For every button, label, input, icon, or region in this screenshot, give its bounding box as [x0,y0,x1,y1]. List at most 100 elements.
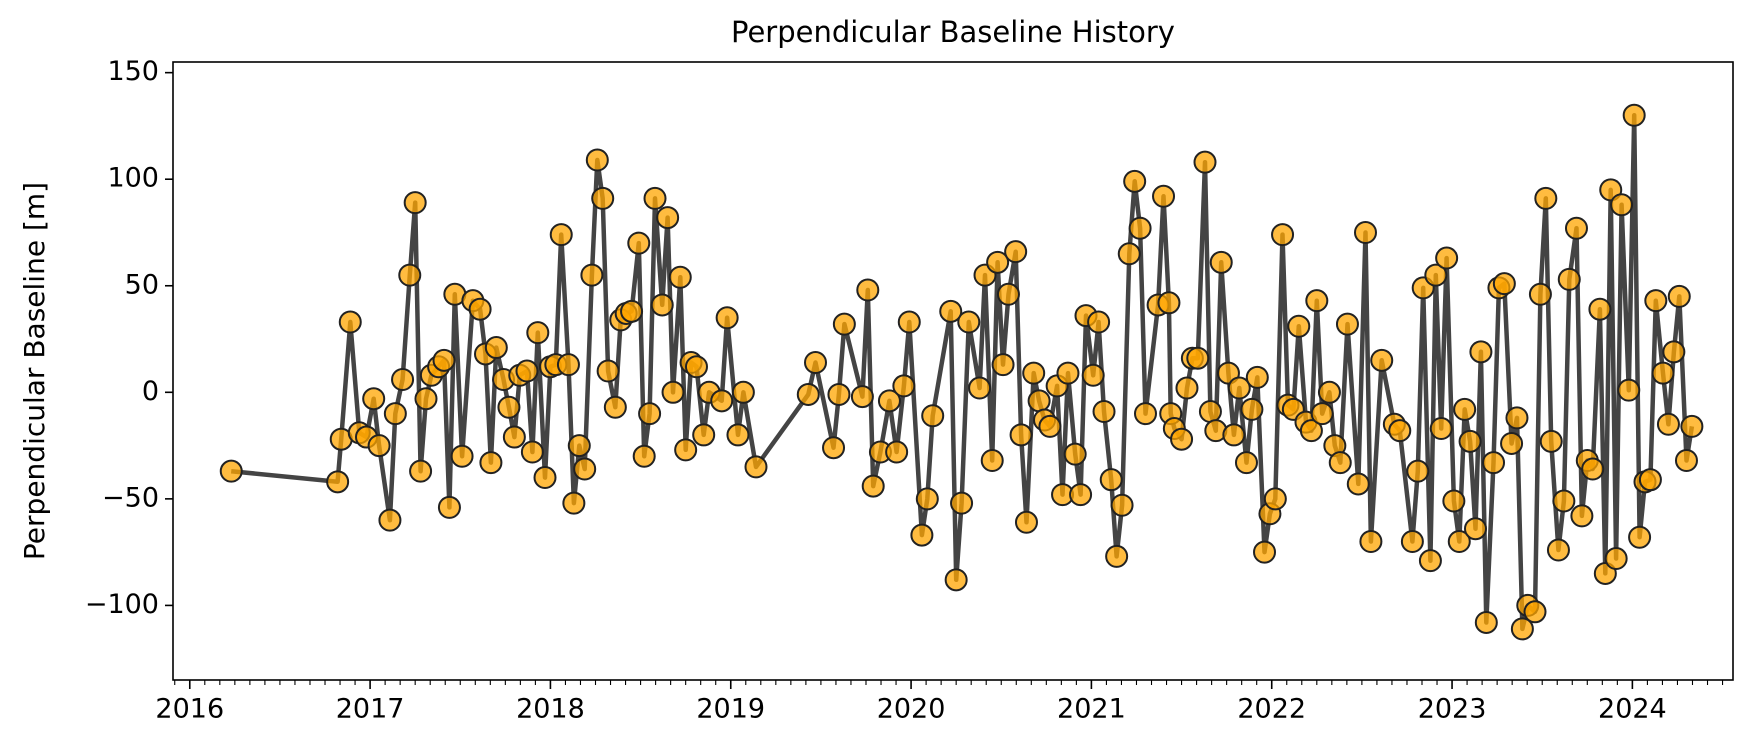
marker [1400,529,1424,553]
marker [731,380,755,404]
marker [326,470,350,494]
x-tick-label: 2024 [1598,694,1667,725]
marker [1528,282,1552,306]
x-tick-label: 2020 [877,694,946,725]
marker [684,355,708,379]
y-tick-label: 50 [125,269,159,300]
marker [832,312,856,336]
marker [804,350,828,374]
x-tick-label: 2022 [1237,694,1306,725]
marker [502,425,526,449]
chart-title: Perpendicular Baseline History [731,15,1175,49]
marker [877,389,901,413]
marker [1463,517,1487,541]
marker [1505,406,1529,430]
marker [744,455,768,479]
marker [1152,184,1176,208]
marker [1388,419,1412,443]
marker [1234,451,1258,475]
marker [1014,510,1038,534]
marker [1027,389,1051,413]
marker [219,459,243,483]
marker [1287,314,1311,338]
marker [627,231,651,255]
marker [1157,291,1181,315]
marker [562,491,586,515]
marker [432,348,456,372]
marker [1133,402,1157,426]
marker [1453,397,1477,421]
marker [1328,451,1352,475]
marker [1123,169,1147,193]
marker [338,310,362,334]
marker [1299,419,1323,443]
marker [656,206,680,230]
marker [484,336,508,360]
marker [1610,193,1634,217]
marker [1523,600,1547,624]
marker [1628,525,1652,549]
marker [650,293,674,317]
marker [1117,242,1141,266]
marker [1063,442,1087,466]
marker [1245,365,1269,389]
marker [1424,263,1448,287]
marker [1209,250,1233,274]
marker [591,186,615,210]
marker [1353,220,1377,244]
marker [1009,423,1033,447]
marker [596,359,620,383]
marker [1588,297,1612,321]
y-tick-label: 100 [107,163,159,194]
marker [1474,610,1498,634]
marker [1557,267,1581,291]
marker [661,380,685,404]
marker [1500,431,1524,455]
y-tick-label: −100 [85,589,159,620]
marker [1429,417,1453,441]
marker [414,387,438,411]
marker [1370,348,1394,372]
marker [957,310,981,334]
marker [1110,493,1134,517]
marker [668,265,692,289]
marker [515,359,539,383]
marker [1081,363,1105,387]
marker [1482,451,1506,475]
marker [715,306,739,330]
marker [437,495,461,519]
marker [398,263,422,287]
marker [822,436,846,460]
marker [362,387,386,411]
marker [950,491,974,515]
marker [585,148,609,172]
marker [1492,272,1516,296]
marker [1263,487,1287,511]
marker [403,191,427,215]
marker [1564,216,1588,240]
marker [897,310,921,334]
marker [1442,489,1466,513]
marker [1638,468,1662,492]
marker [1099,468,1123,492]
marker [1622,103,1646,127]
marker [1310,402,1334,426]
marker [726,423,750,447]
marker [1193,150,1217,174]
marker [450,444,474,468]
marker [1667,284,1691,308]
marker [1305,289,1329,313]
marker [796,382,820,406]
marker [1680,414,1704,438]
marker [632,444,656,468]
marker [1069,483,1093,507]
marker [1186,346,1210,370]
marker [1539,429,1563,453]
marker [1175,376,1199,400]
marker [692,423,716,447]
marker [1038,414,1062,438]
baseline-line [230,113,1695,632]
marker [1335,312,1359,336]
marker [1469,340,1493,364]
